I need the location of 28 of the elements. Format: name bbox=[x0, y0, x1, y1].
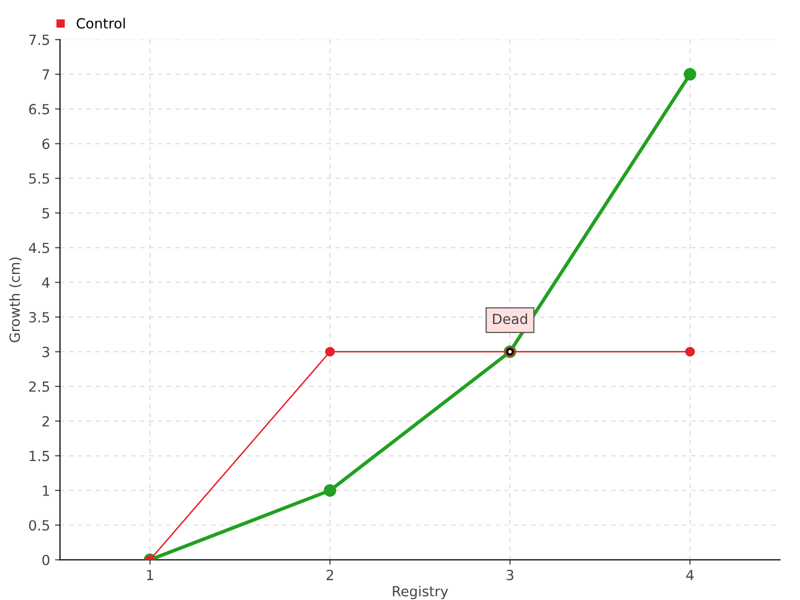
x-tick-label: 2 bbox=[326, 570, 334, 580]
y-tick-label: 2.5 bbox=[29, 381, 50, 392]
point bbox=[324, 484, 336, 497]
y-tick-label: 0.5 bbox=[29, 520, 50, 531]
annotation: Dead bbox=[493, 313, 528, 324]
y-tick-label: 4.5 bbox=[28, 242, 50, 254]
legend-label: Control bbox=[76, 18, 125, 29]
y-tick-label: 4 bbox=[42, 278, 50, 288]
y-tick-label: 3.5 bbox=[29, 312, 50, 323]
y-tick-label: 5 bbox=[42, 208, 50, 218]
x-axis-title: Registry bbox=[392, 586, 448, 600]
point bbox=[325, 346, 335, 357]
point bbox=[685, 346, 695, 357]
y-tick-label: 2 bbox=[42, 416, 49, 426]
point bbox=[684, 68, 696, 81]
y-tick-label: 0 bbox=[42, 554, 50, 566]
y-tick-label: 3 bbox=[42, 346, 50, 358]
y-tick-label: 1 bbox=[42, 486, 49, 496]
y-tick-label: 6.5 bbox=[29, 104, 50, 114]
x-tick-label: 1 bbox=[147, 570, 154, 580]
y-axis-title: Growth (cm) bbox=[9, 258, 22, 342]
y-tick-label: 7.5 bbox=[29, 34, 50, 46]
y-tick-label: 1.5 bbox=[30, 450, 50, 462]
y-tick-label: 7 bbox=[42, 69, 50, 80]
y-tick-label: 5.5 bbox=[29, 173, 50, 184]
x-tick-label: 3 bbox=[506, 570, 514, 580]
y-tick-label: 6 bbox=[42, 138, 50, 150]
x-tick-label: 4 bbox=[686, 570, 694, 580]
